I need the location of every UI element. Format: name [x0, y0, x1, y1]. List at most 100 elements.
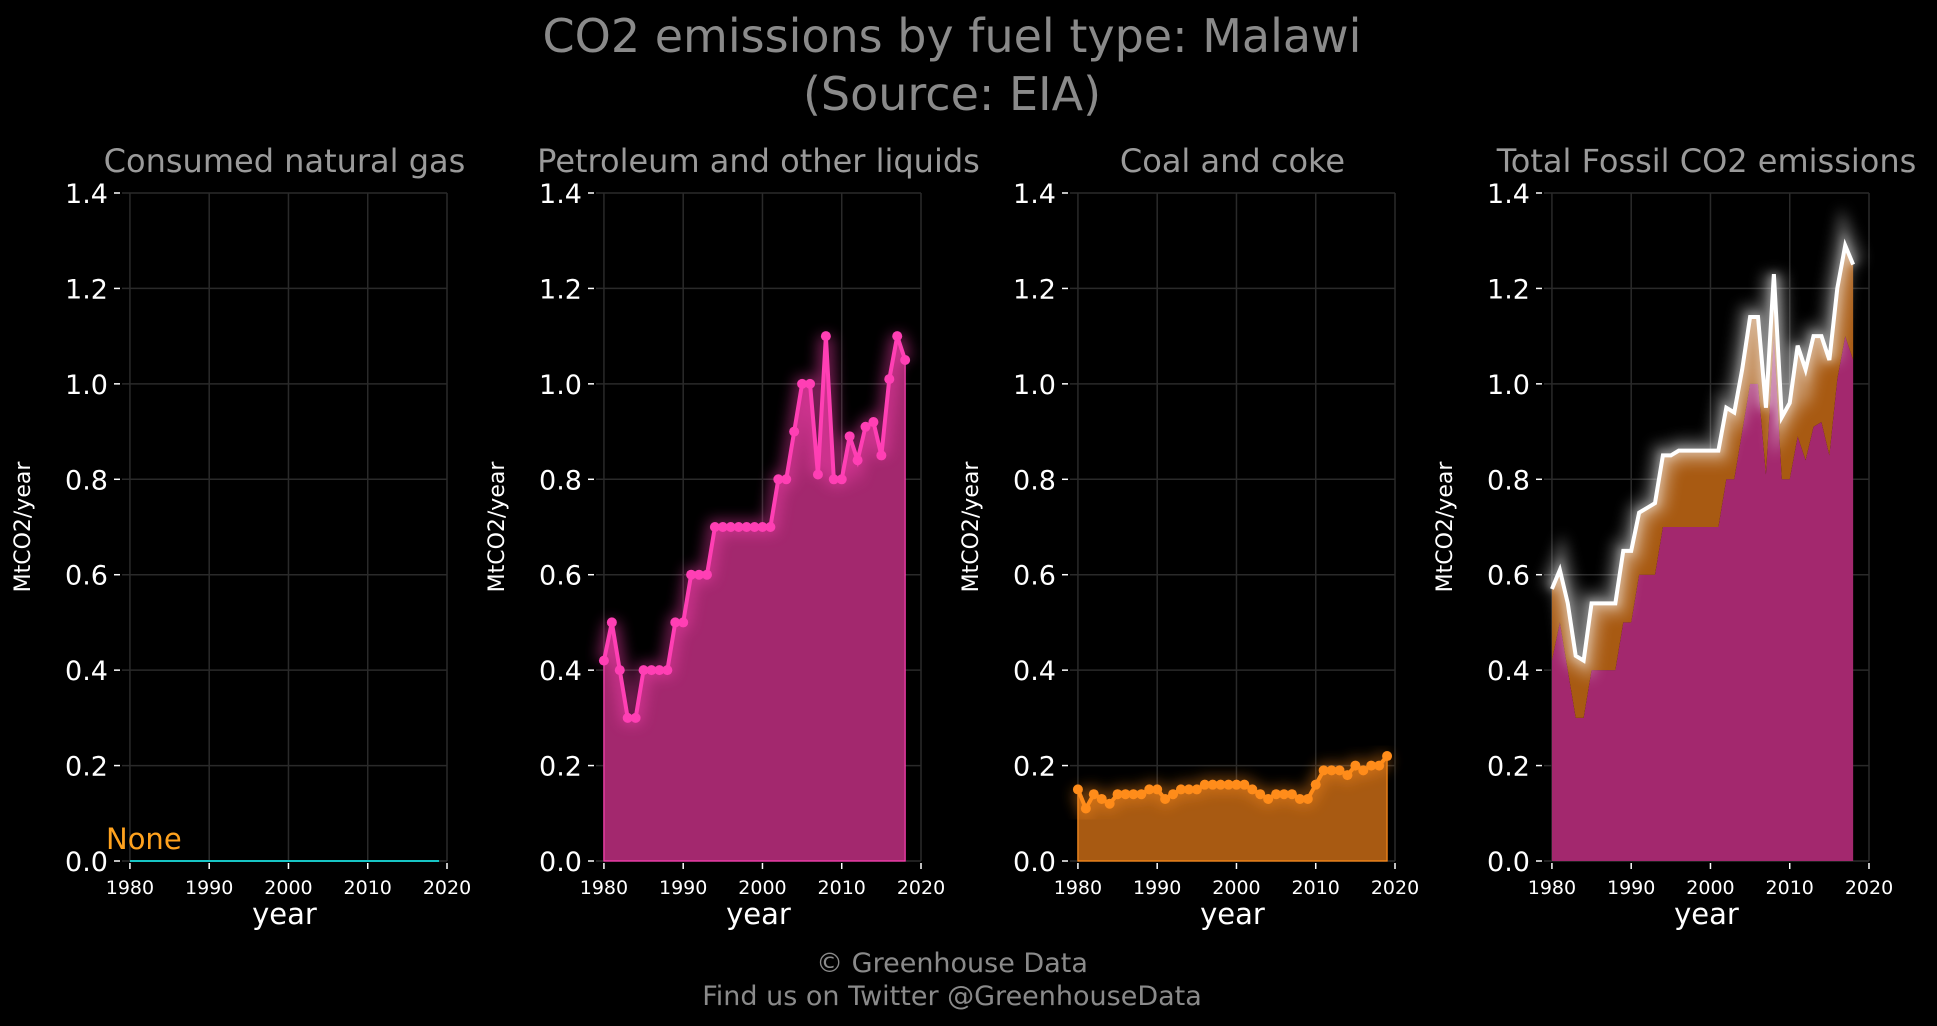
y-tick-label: 0.0 [1487, 847, 1530, 878]
petroleum-point [678, 617, 689, 628]
petroleum-point [781, 474, 792, 485]
coal-point [1231, 779, 1242, 790]
coal-point [1191, 784, 1202, 795]
coal-point [1096, 793, 1107, 804]
x-axis-label: year [252, 897, 317, 931]
x-tick-label: 1980 [1054, 877, 1102, 899]
y-axis-label: MtCO2/year [11, 461, 36, 593]
petroleum-point [725, 522, 736, 532]
y-tick-label: 0.6 [1013, 561, 1056, 592]
total-series-line [1550, 238, 1855, 664]
y-tick-label: 0.0 [65, 847, 108, 878]
petroleum-point [820, 331, 831, 342]
y-tick-label: 1.2 [539, 274, 582, 305]
x-tick-label: 2000 [738, 877, 786, 899]
panel-coal: 0.0 0.2 0.4 0.6 0.8 1.0 1.2 1.4 1980 1990 2000 2010… [959, 142, 1419, 931]
x-axis-label: year [1674, 897, 1739, 931]
y-tick-label: 0.6 [539, 561, 582, 592]
petroleum-point [836, 474, 847, 485]
x-tick-label: 2020 [897, 877, 945, 899]
x-tick-label: 1990 [1607, 877, 1655, 899]
petroleum-point [654, 665, 665, 676]
coal-point [1342, 770, 1353, 781]
coal-point [1183, 784, 1194, 795]
petroleum-point [717, 522, 728, 532]
coal-point [1207, 779, 1218, 790]
coal-point [1310, 779, 1321, 790]
footer-twitter: Find us on Twitter @GreenhouseData [702, 981, 1202, 1012]
y-tick-label: 0.8 [1487, 465, 1530, 496]
x-tick-label: 2010 [1292, 877, 1340, 899]
petroleum-point [638, 665, 649, 676]
y-tick-label: 0.4 [1487, 656, 1530, 687]
x-tick-label: 2000 [264, 877, 312, 899]
coal-point [1318, 765, 1329, 776]
petroleum-point [852, 455, 863, 466]
x-tick-label: 2020 [1371, 877, 1419, 899]
coal-point [1120, 789, 1131, 800]
y-tick-label: 1.2 [65, 274, 108, 305]
coal-point [1279, 789, 1290, 800]
y-axis-label: MtCO2/year [959, 461, 984, 593]
y-tick-label: 0.8 [65, 465, 108, 496]
petroleum-point [805, 378, 816, 389]
coal-point [1302, 793, 1313, 804]
coal-point [1366, 760, 1377, 771]
coal-point [1350, 760, 1361, 771]
y-tick-label: 0.2 [65, 752, 108, 783]
x-tick-label: 2010 [344, 877, 392, 899]
coal-point [1294, 793, 1305, 804]
coal-point [1152, 784, 1163, 795]
petroleum-point [892, 331, 903, 342]
petroleum-point [686, 569, 697, 580]
y-tick-label: 0.6 [65, 561, 108, 592]
coal-point [1168, 789, 1179, 800]
y-axis-label: MtCO2/year [485, 461, 510, 593]
coal-point [1136, 789, 1147, 800]
petroleum-point [614, 665, 625, 676]
footer-copyright: © Greenhouse Data [816, 948, 1088, 979]
petroleum-point [606, 617, 617, 628]
y-tick-label: 0.2 [1013, 752, 1056, 783]
y-tick-label: 1.4 [539, 179, 582, 210]
y-tick-label: 0.8 [1013, 465, 1056, 496]
x-axis-label: year [726, 897, 791, 931]
x-tick-label: 1980 [1528, 877, 1576, 899]
petroleum-point [868, 417, 879, 428]
x-tick-label: 2000 [1212, 877, 1260, 899]
coal-point [1112, 789, 1123, 800]
petroleum-point [876, 450, 887, 461]
petroleum-point [709, 522, 720, 532]
petroleum-point [670, 617, 681, 628]
figure-title-line1: CO2 emissions by fuel type: Malawi [543, 9, 1362, 63]
petroleum-point [741, 522, 752, 532]
x-tick-label: 1980 [580, 877, 628, 899]
petroleum-point [900, 355, 911, 365]
panel-title: Coal and coke [1120, 142, 1345, 180]
panel-total: 0.0 0.2 0.4 0.6 0.8 1.0 1.2 1.4 1980 1990 2000 2010… [1433, 142, 1916, 931]
y-tick-label: 0.2 [539, 752, 582, 783]
y-tick-label: 1.0 [1487, 370, 1530, 401]
y-tick-label: 0.4 [1013, 656, 1056, 687]
x-tick-label: 1990 [1133, 877, 1181, 899]
x-axis-label: year [1200, 897, 1265, 931]
petroleum-point [733, 522, 744, 532]
y-tick-label: 0.8 [539, 465, 582, 496]
petroleum-point [598, 655, 609, 666]
x-tick-label: 1990 [659, 877, 707, 899]
coal-point [1160, 793, 1171, 804]
petroleum-point [662, 665, 673, 676]
panel-title: Total Fossil CO2 emissions [1496, 142, 1917, 180]
coal-point [1334, 765, 1345, 776]
y-tick-label: 0.6 [1487, 561, 1530, 592]
coal-point [1088, 789, 1099, 800]
y-tick-label: 1.0 [539, 370, 582, 401]
x-tick-label: 2010 [818, 877, 866, 899]
petroleum-point [646, 665, 657, 676]
petroleum-point [630, 712, 641, 723]
y-tick-label: 1.4 [1487, 179, 1530, 210]
petroleum-point [694, 569, 705, 580]
x-tick-label: 2010 [1766, 877, 1814, 899]
y-tick-label: 1.0 [65, 370, 108, 401]
